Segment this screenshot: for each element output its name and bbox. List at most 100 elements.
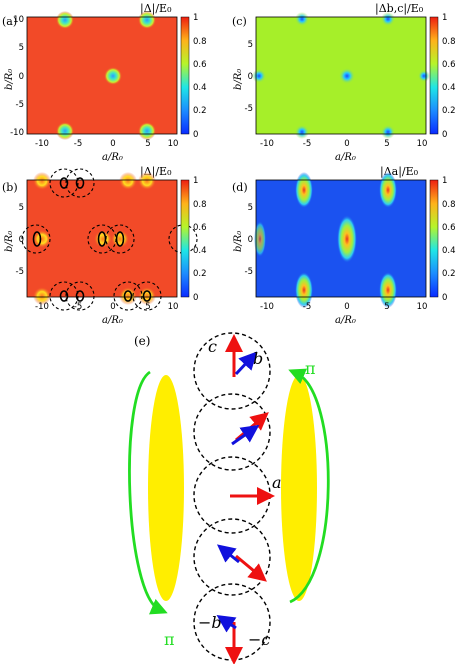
panel-a-cbar-ticks: 1 0.8 0.6 0.4 0.2 0 (193, 13, 207, 140)
right-circulation-arrow (288, 368, 330, 604)
panel-c-ylabel: b/R₀ (233, 69, 244, 90)
svg-text:5: 5 (145, 302, 150, 312)
panel-e-diagram: (e) π π c b (128, 332, 330, 664)
svg-text:0: 0 (110, 302, 115, 312)
label-c: c (208, 337, 217, 356)
panel-d-label: (d) (232, 181, 248, 194)
lower-blue-arrow (216, 544, 240, 564)
label-minus-c: −c (248, 630, 270, 649)
svg-text:0: 0 (193, 130, 198, 140)
svg-text:0: 0 (19, 235, 24, 245)
svg-text:-10: -10 (35, 139, 49, 149)
pi-right-label: π (305, 359, 316, 378)
panel-c-yticks: 5 0 -5 (245, 40, 253, 114)
upper-blue-arrow (231, 424, 260, 446)
panel-d-yticks: 5 0 -5 (245, 203, 253, 277)
svg-text:0: 0 (193, 293, 198, 303)
panel-c-label: (c) (232, 15, 247, 28)
svg-text:0.2: 0.2 (442, 269, 456, 279)
svg-text:0: 0 (442, 130, 447, 140)
svg-text:0.6: 0.6 (442, 223, 456, 233)
svg-text:-10: -10 (260, 302, 274, 312)
bottom-blue-arrow (216, 615, 237, 633)
label-minus-b: −b (198, 613, 222, 632)
panel-c-xticks: -10 -5 0 5 10 (260, 139, 427, 149)
panel-b-xticks: -10 -5 0 5 10 (35, 302, 178, 312)
svg-text:-5: -5 (245, 267, 253, 277)
svg-text:10: 10 (168, 139, 179, 149)
svg-text:5: 5 (145, 139, 150, 149)
svg-text:0: 0 (248, 72, 253, 82)
panel-b: (b) |Δ|/E₀ (2, 165, 207, 326)
svg-text:5: 5 (248, 203, 253, 213)
panel-b-dashed-circles (21, 168, 198, 311)
svg-text:5: 5 (384, 302, 389, 312)
svg-text:1: 1 (193, 13, 198, 23)
panel-a-colorbar (180, 16, 190, 135)
svg-text:5: 5 (248, 40, 253, 50)
svg-text:1: 1 (442, 176, 447, 186)
panel-a-xticks: -10 -5 0 5 10 (35, 139, 178, 149)
panel-b-core-outlines (32, 177, 152, 302)
svg-text:-10: -10 (10, 128, 24, 138)
svg-text:-5: -5 (245, 104, 253, 114)
panel-b-colorbar (180, 179, 190, 298)
panel-d-xticks: -10 -5 0 5 10 (260, 302, 427, 312)
svg-text:10: 10 (168, 302, 179, 312)
panel-d-spots (254, 172, 397, 308)
svg-text:5: 5 (19, 43, 24, 53)
svg-text:0: 0 (344, 139, 349, 149)
svg-text:10: 10 (417, 139, 428, 149)
svg-text:0.8: 0.8 (442, 200, 456, 210)
svg-text:0: 0 (442, 293, 447, 303)
svg-text:1: 1 (442, 13, 447, 23)
svg-text:0.4: 0.4 (442, 83, 456, 93)
svg-text:0.4: 0.4 (193, 83, 207, 93)
svg-text:-5: -5 (303, 139, 311, 149)
panel-a: (a) |Δ|/E₀ 1 0.8 0.6 0.4 0.2 0 10 5 0 -5… (2, 2, 207, 163)
panel-c-xlabel: a/R₀ (335, 152, 356, 163)
panel-c-title: |Δb,c|/E₀ (375, 2, 424, 16)
spin-arrows (216, 334, 275, 664)
svg-text:10: 10 (13, 15, 24, 25)
svg-text:0.6: 0.6 (193, 60, 207, 70)
label-a: a (272, 473, 282, 492)
svg-text:5: 5 (384, 139, 389, 149)
svg-text:0.8: 0.8 (442, 37, 456, 47)
panel-c-cbar-ticks: 1 0.8 0.6 0.4 0.2 0 (442, 13, 456, 140)
top-blue-arrow (234, 351, 258, 376)
label-b: b (253, 349, 263, 368)
svg-text:-5: -5 (74, 302, 82, 312)
svg-text:1: 1 (193, 176, 198, 186)
panel-d: (d) |Δa|/E₀ 1 0.8 0.6 0.4 0.2 0 5 0 -5 -… (232, 165, 456, 326)
svg-text:0: 0 (19, 72, 24, 82)
svg-text:0.4: 0.4 (193, 246, 207, 256)
svg-text:-10: -10 (260, 139, 274, 149)
svg-text:0.2: 0.2 (193, 106, 207, 116)
panel-d-ylabel: b/R₀ (233, 231, 244, 252)
panel-d-colorbar (429, 179, 439, 298)
panel-b-yticks: 5 0 -5 (16, 203, 24, 277)
right-yellow-vortex (281, 375, 317, 601)
panel-a-heatmap (27, 17, 177, 134)
panel-b-ylabel: b/R₀ (4, 231, 15, 252)
panel-a-xlabel: a/R₀ (102, 152, 123, 163)
svg-text:0: 0 (110, 139, 115, 149)
svg-text:0: 0 (344, 302, 349, 312)
svg-text:-5: -5 (16, 100, 24, 110)
svg-text:0: 0 (248, 235, 253, 245)
svg-text:0.8: 0.8 (193, 37, 207, 47)
lower-red-arrow (235, 554, 267, 582)
svg-text:-5: -5 (74, 139, 82, 149)
panel-a-yticks: 10 5 0 -5 -10 (10, 15, 24, 138)
svg-text:0.8: 0.8 (193, 200, 207, 210)
panel-a-ylabel: b/R₀ (4, 69, 15, 90)
svg-text:5: 5 (19, 203, 24, 213)
svg-text:0.6: 0.6 (193, 223, 207, 233)
panel-d-cbar-ticks: 1 0.8 0.6 0.4 0.2 0 (442, 176, 456, 303)
svg-text:-5: -5 (303, 302, 311, 312)
left-circulation-arrow (128, 370, 168, 615)
panel-a-vortices (56, 11, 156, 140)
pi-left-label: π (164, 630, 175, 649)
